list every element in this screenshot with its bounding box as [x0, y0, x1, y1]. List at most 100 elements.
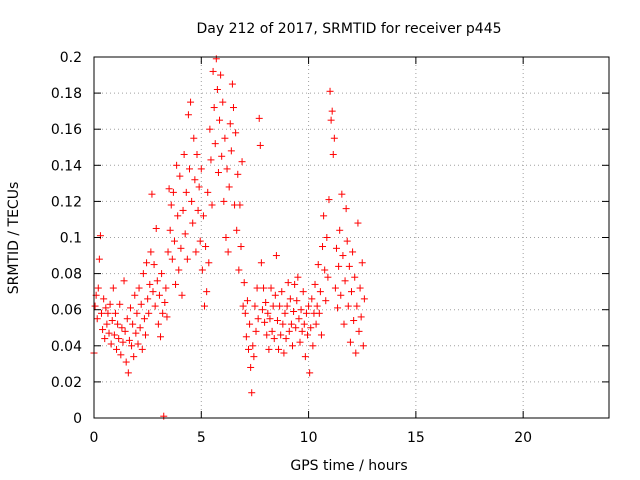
data-point — [349, 248, 357, 256]
data-point — [255, 114, 263, 122]
data-point — [304, 331, 312, 339]
data-point — [356, 284, 364, 292]
data-point — [258, 306, 266, 314]
data-point — [130, 353, 138, 361]
data-point — [243, 297, 251, 305]
data-point — [220, 197, 228, 205]
data-point — [344, 302, 352, 310]
y-tick-label: 0.06 — [51, 303, 82, 319]
data-point — [235, 266, 243, 274]
data-point — [357, 313, 365, 321]
data-point — [208, 201, 216, 209]
data-point — [115, 335, 123, 343]
data-point — [330, 134, 338, 142]
data-point — [250, 353, 258, 361]
data-point — [228, 80, 236, 88]
data-point — [198, 266, 206, 274]
data-point — [251, 302, 259, 310]
data-point — [285, 327, 293, 335]
data-point — [167, 201, 175, 209]
data-point — [173, 161, 181, 169]
data-point — [199, 212, 207, 220]
data-point — [229, 104, 237, 112]
y-tick-label: 0.16 — [51, 122, 82, 138]
data-point — [137, 300, 145, 308]
data-point — [240, 279, 248, 287]
data-point — [270, 335, 278, 343]
data-point — [238, 158, 246, 166]
data-point — [268, 327, 276, 335]
data-point — [298, 327, 306, 335]
data-point — [248, 389, 256, 397]
data-point — [329, 150, 337, 158]
data-point — [283, 302, 291, 310]
data-point — [331, 284, 339, 292]
data-point — [359, 342, 367, 350]
data-point — [306, 369, 314, 377]
data-point — [119, 338, 127, 346]
data-point — [131, 291, 139, 299]
data-point — [196, 237, 204, 245]
data-point — [227, 147, 235, 155]
data-point — [294, 273, 302, 281]
data-point — [140, 315, 148, 323]
data-point — [193, 150, 201, 158]
data-point — [183, 255, 191, 263]
data-point — [322, 297, 330, 305]
x-tick-label: 0 — [90, 430, 99, 446]
data-point — [209, 67, 217, 75]
data-point — [223, 165, 231, 173]
data-point — [311, 280, 319, 288]
data-point — [326, 87, 334, 95]
data-point — [164, 248, 172, 256]
data-point — [110, 331, 118, 339]
data-point — [316, 288, 324, 296]
data-point — [174, 212, 182, 220]
data-point — [272, 252, 280, 260]
grid-lines — [94, 57, 609, 418]
data-point — [275, 345, 283, 353]
data-point — [158, 270, 166, 278]
data-point — [191, 176, 199, 184]
data-point — [350, 317, 358, 325]
data-point — [162, 284, 170, 292]
axis-ticks — [93, 56, 609, 419]
data-point — [323, 234, 331, 241]
data-point — [134, 340, 142, 348]
data-point — [94, 284, 102, 292]
data-point — [176, 172, 184, 180]
data-point — [122, 358, 130, 366]
data-point — [222, 234, 230, 241]
data-point — [313, 302, 321, 310]
data-point — [321, 266, 329, 274]
data-point — [204, 188, 212, 196]
data-point — [281, 309, 289, 317]
y-tick-label: 0 — [73, 411, 82, 427]
data-point — [153, 277, 161, 285]
data-point — [297, 306, 305, 314]
data-point — [293, 297, 301, 305]
data-point — [325, 196, 333, 204]
data-point — [266, 315, 274, 323]
data-point — [195, 183, 203, 191]
data-point — [277, 331, 285, 339]
data-point — [114, 320, 122, 328]
data-point — [185, 165, 193, 173]
data-point — [239, 302, 247, 310]
data-point — [124, 369, 132, 377]
data-point — [263, 331, 271, 339]
data-point — [213, 85, 221, 93]
data-point — [152, 224, 160, 232]
data-point — [315, 309, 323, 317]
data-point — [234, 170, 242, 178]
data-point — [224, 248, 232, 256]
data-point — [284, 279, 292, 287]
data-point — [237, 243, 245, 251]
data-point — [202, 243, 210, 251]
y-tick-label: 0.02 — [51, 375, 82, 391]
data-point — [236, 201, 244, 209]
data-point — [260, 284, 268, 292]
data-point — [151, 302, 159, 310]
data-point — [139, 270, 147, 278]
data-point — [324, 273, 332, 281]
